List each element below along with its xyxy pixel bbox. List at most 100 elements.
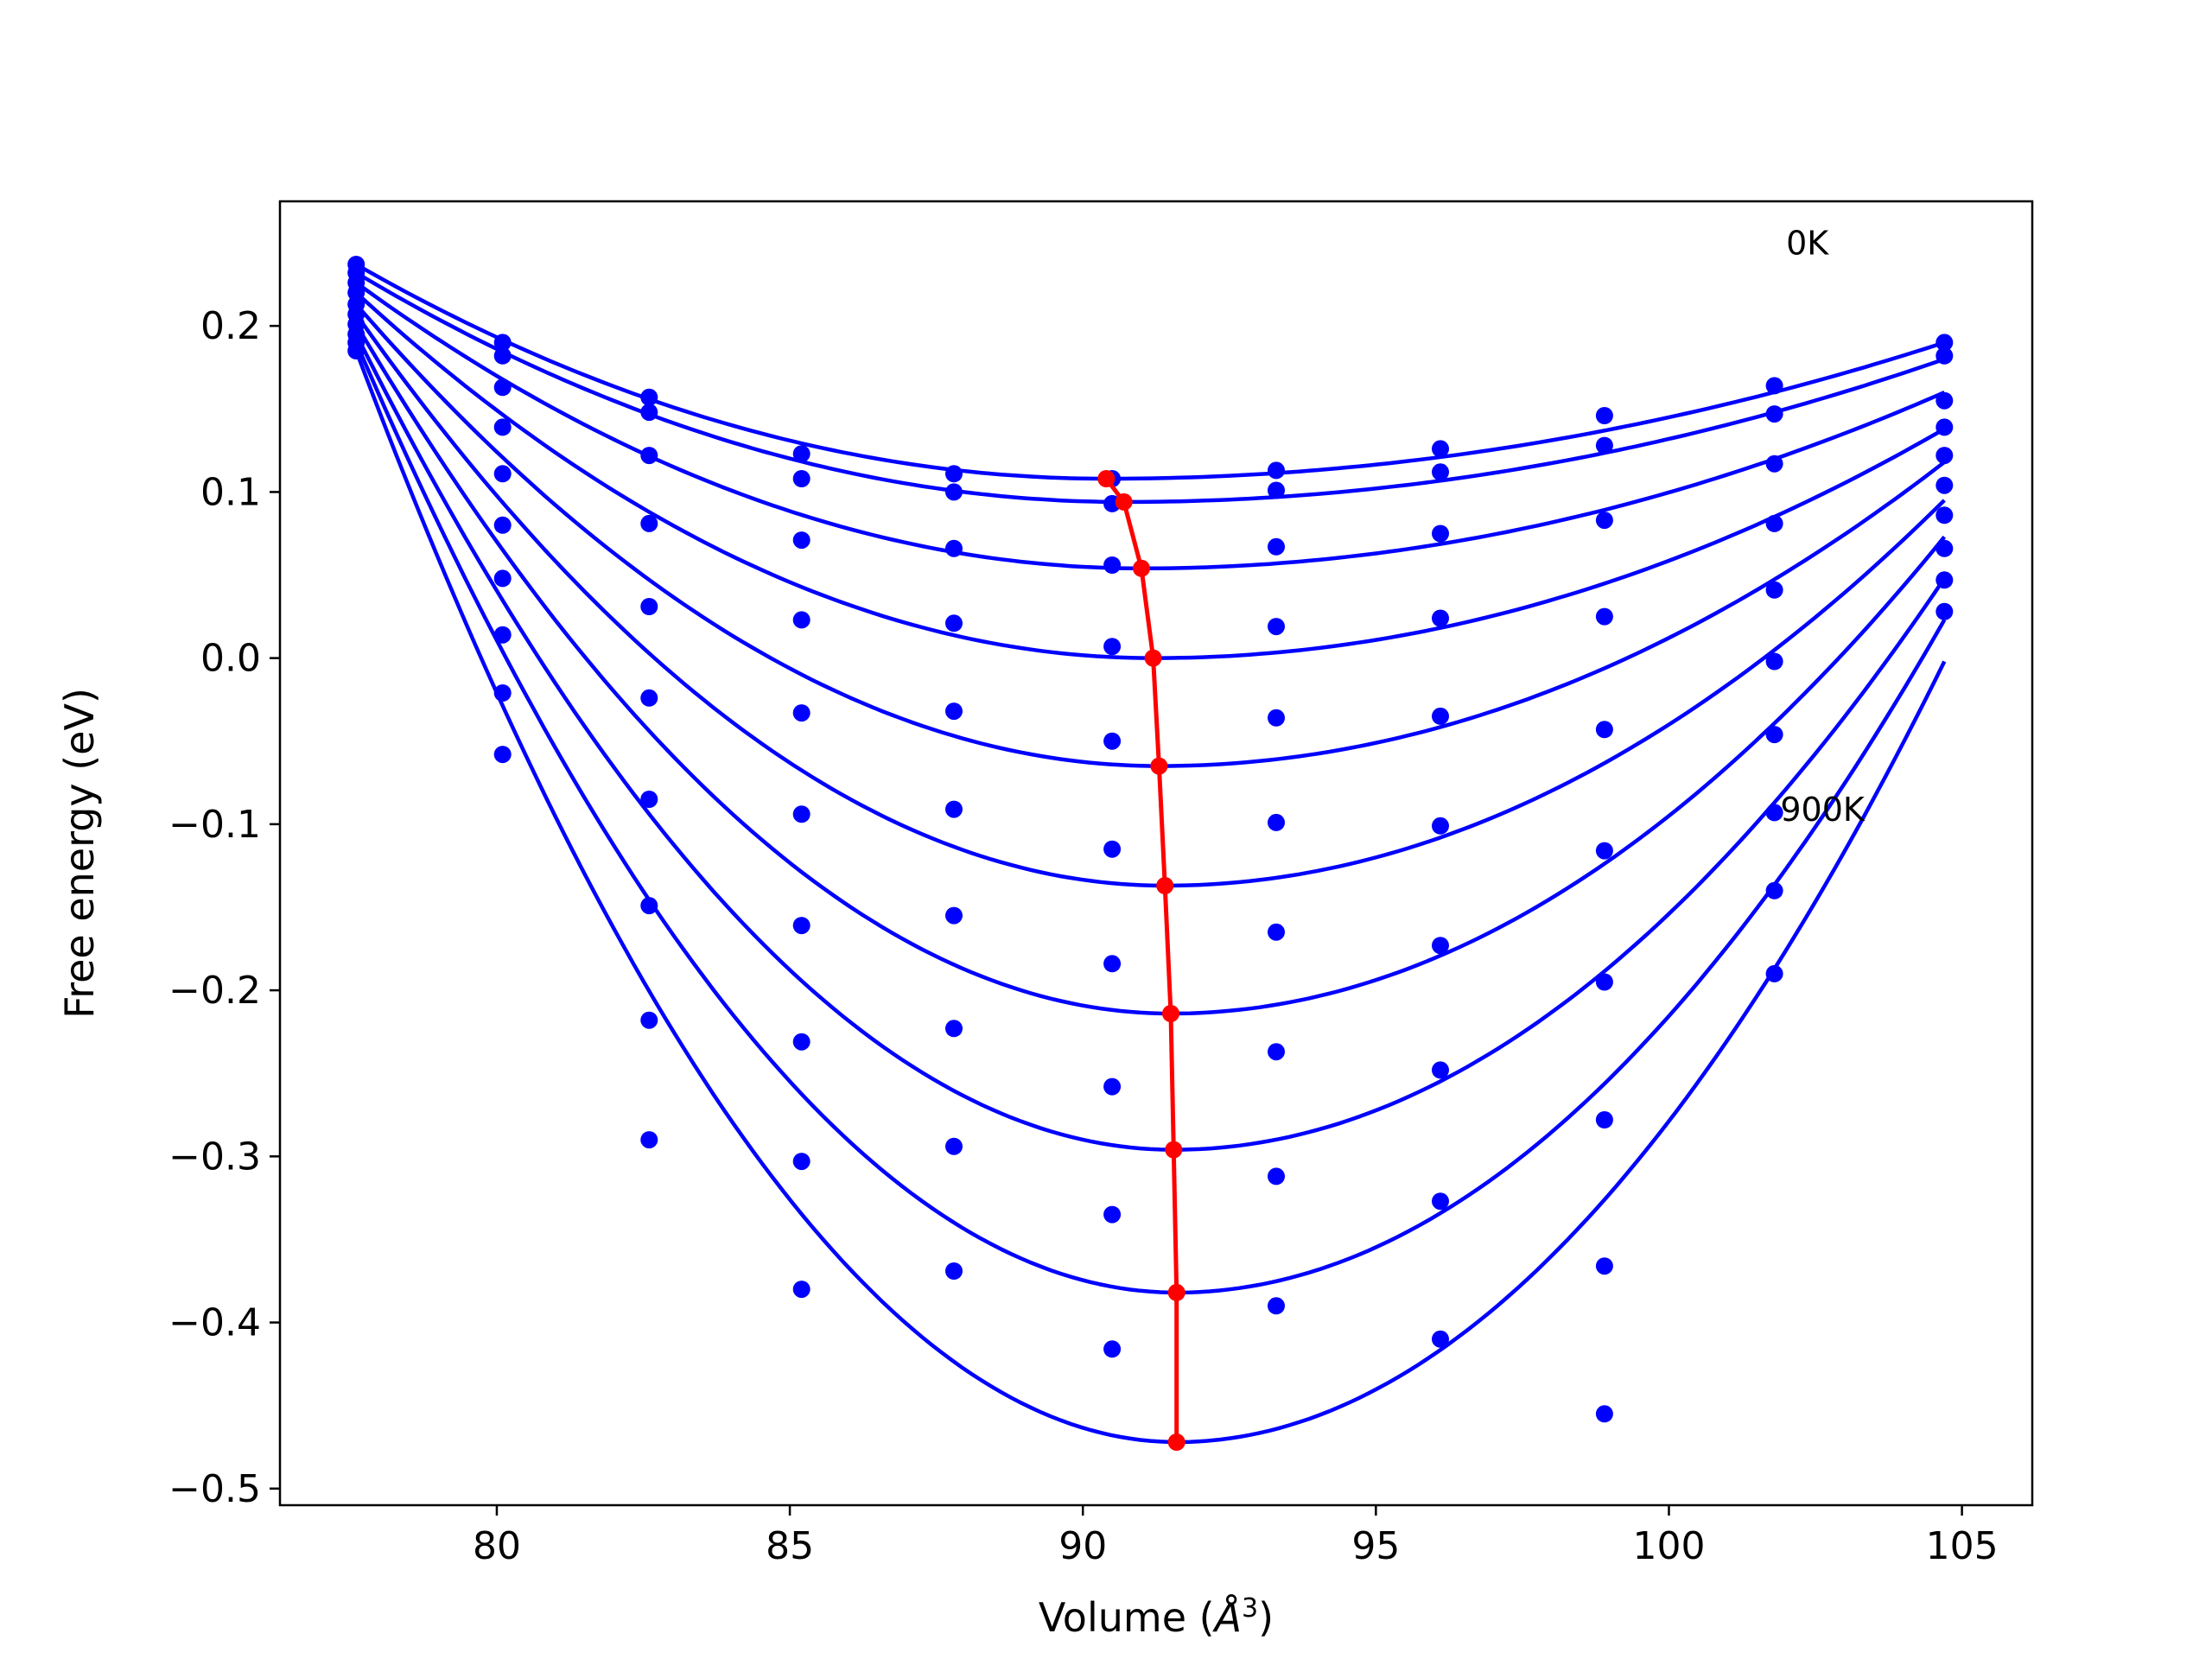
data-point-s2-9 (1595, 436, 1613, 454)
data-point-s7-8 (1432, 937, 1449, 955)
data-point-s5-4 (792, 704, 810, 722)
data-point-s3-11 (1936, 391, 1954, 410)
x-tick-label-105: 105 (1926, 1524, 1999, 1568)
data-points (347, 256, 1954, 1423)
minimum-point-3 (1133, 559, 1150, 577)
minima-line (1104, 477, 1179, 1442)
data-point-s6-7 (1268, 813, 1285, 831)
data-point-s4-3 (640, 514, 658, 532)
data-point-s5-11 (1936, 447, 1954, 465)
plot-frame (278, 200, 2034, 1507)
data-point-s7-6 (1103, 955, 1122, 973)
minimum-point-9 (1167, 1283, 1185, 1301)
data-point-s3-7 (1268, 537, 1285, 556)
data-point-s5-2 (493, 465, 512, 483)
annotation-2: 900K (1780, 791, 1866, 829)
data-point-s5-10 (1765, 581, 1783, 599)
data-point-s10-4 (792, 1281, 810, 1299)
x-axis-ticks: 80 85 90 95 100 105 (473, 1505, 1999, 1568)
fit-curve-1 (355, 263, 1945, 481)
data-point-s3-10 (1765, 454, 1783, 473)
data-point-s5-6 (1103, 732, 1122, 750)
data-point-s7-3 (640, 791, 658, 808)
data-point-s10-3 (640, 1131, 658, 1149)
data-point-s3-4 (792, 531, 810, 550)
data-point-s10-7 (1268, 1297, 1285, 1315)
fit-curve-8 (354, 333, 1947, 1152)
data-point-s8-8 (1432, 1061, 1449, 1079)
x-tick-label-90: 90 (1058, 1524, 1107, 1568)
data-point-s7-10 (1765, 726, 1783, 744)
y-axis-title: Free energy (eV) (56, 688, 103, 1019)
data-point-s6-8 (1432, 817, 1449, 835)
data-point-s6-2 (493, 516, 512, 534)
data-point-s1-2 (493, 334, 512, 352)
data-point-s10-10 (1765, 964, 1783, 982)
data-point-s3-9 (1595, 512, 1613, 530)
data-point-s9-8 (1432, 1192, 1449, 1211)
data-point-s9-10 (1765, 881, 1783, 899)
minimum-point-7 (1162, 1005, 1179, 1022)
data-point-s1-11 (1936, 334, 1954, 352)
y-tick-label-6: 0.1 (200, 470, 261, 514)
data-point-s3-8 (1432, 524, 1449, 543)
data-point-s10-5 (945, 1262, 963, 1280)
x-axis-title-symbol: Å (1212, 1594, 1242, 1641)
x-axis-title: Volume (Å3) (1039, 1593, 1274, 1642)
data-point-s5-5 (945, 702, 963, 721)
data-point-s1-3 (640, 388, 658, 406)
data-point-s6-9 (1595, 842, 1613, 860)
data-point-s10-9 (1595, 1405, 1613, 1423)
data-point-s3-3 (640, 447, 658, 465)
y-tick-label-1: −0.4 (168, 1301, 261, 1345)
data-point-s2-5 (945, 483, 963, 501)
data-point-s3-2 (493, 378, 512, 397)
data-point-s10-8 (1432, 1330, 1449, 1348)
data-point-s9-4 (792, 1153, 810, 1171)
data-point-s8-7 (1268, 1043, 1285, 1061)
data-point-s4-4 (792, 611, 810, 629)
x-axis-title-text: Volume ( (1039, 1594, 1215, 1641)
minimum-point-5 (1150, 757, 1168, 775)
data-point-s5-9 (1595, 721, 1613, 739)
y-tick-label-2: −0.3 (168, 1135, 261, 1179)
data-point-s6-6 (1103, 840, 1122, 858)
fit-curve-5 (354, 302, 1946, 768)
fit-curves (354, 263, 1947, 1445)
data-point-s9-6 (1103, 1205, 1122, 1224)
data-point-s8-3 (640, 897, 658, 915)
minimum-point-10 (1167, 1433, 1185, 1451)
data-point-s8-5 (945, 1020, 963, 1038)
y-tick-label-7: 0.2 (200, 304, 261, 348)
x-axis-title-close: ) (1258, 1594, 1274, 1641)
data-point-s2-10 (1765, 405, 1783, 423)
minimum-point-2 (1115, 493, 1133, 511)
data-point-s7-2 (493, 569, 512, 588)
data-point-s2-11 (1936, 346, 1954, 365)
data-point-s6-5 (945, 800, 963, 818)
data-point-s8-2 (493, 626, 512, 644)
data-point-s9-2 (493, 684, 512, 702)
data-point-s8-9 (1595, 1111, 1613, 1128)
data-point-s4-5 (945, 614, 963, 632)
data-point-s1-5 (945, 465, 963, 483)
data-point-s2-2 (493, 346, 512, 365)
data-point-s3-5 (945, 539, 963, 557)
data-point-s6-4 (792, 805, 810, 823)
minima-curve (1097, 470, 1185, 1451)
data-point-s8-11 (1936, 539, 1954, 557)
data-point-s10-1 (347, 342, 365, 359)
fit-curve-10 (354, 350, 1947, 1445)
data-point-s10-6 (1103, 1340, 1122, 1358)
data-point-s2-8 (1432, 463, 1449, 481)
x-tick-label-80: 80 (473, 1524, 521, 1568)
data-point-s6-3 (640, 689, 658, 707)
data-point-s10-2 (493, 746, 512, 764)
minimum-point-1 (1097, 470, 1116, 487)
y-tick-label-5: 0.0 (200, 637, 261, 681)
data-point-s5-7 (1268, 709, 1285, 727)
data-point-s1-8 (1432, 440, 1449, 458)
data-point-s1-9 (1595, 407, 1613, 424)
data-point-s2-4 (792, 470, 810, 487)
